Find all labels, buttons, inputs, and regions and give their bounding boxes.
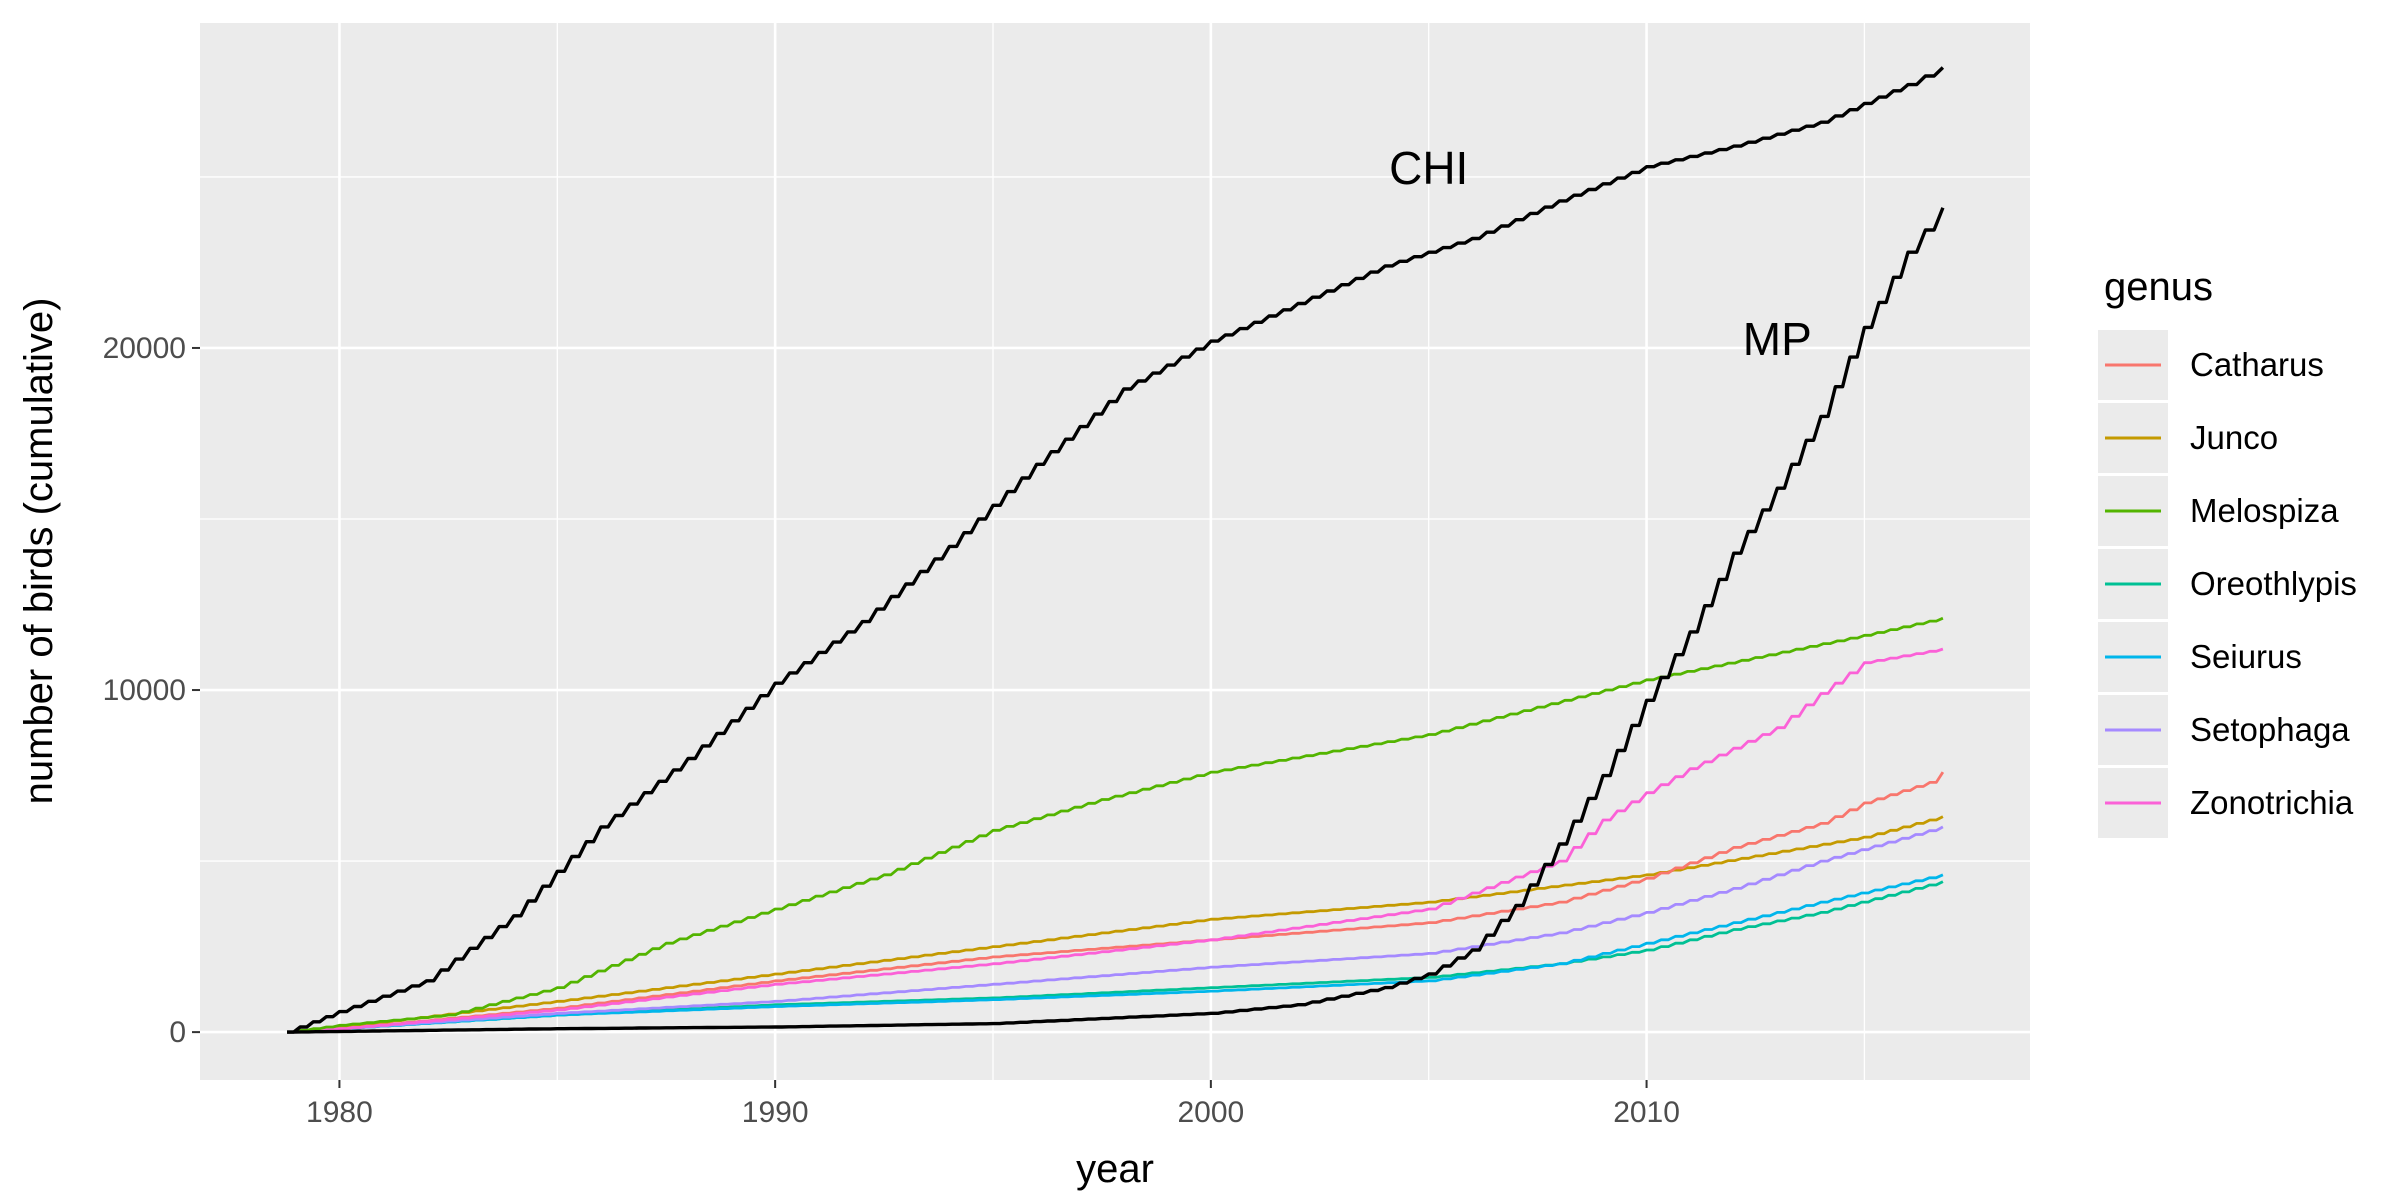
- series-line-catharus: [287, 771, 1945, 1034]
- legend-label-seiurus: Seiurus: [2190, 638, 2302, 675]
- series-layer: [287, 66, 1945, 1034]
- series-line-zonotrichia: [287, 647, 1944, 1034]
- legend-label-junco: Junco: [2190, 419, 2278, 456]
- legend-label-setophaga: Setophaga: [2190, 711, 2350, 748]
- y-tick-label: 10000: [103, 674, 186, 707]
- series-line-seiurus: [287, 873, 1944, 1034]
- series-line-mp: [287, 207, 1945, 1034]
- legend-label-melospiza: Melospiza: [2190, 492, 2339, 529]
- legend-label-catharus: Catharus: [2190, 346, 2324, 383]
- grid-major: [200, 23, 2030, 1080]
- annotation-chi: CHI: [1389, 142, 1468, 194]
- y-tick-label: 20000: [103, 332, 186, 365]
- grid-minor: [200, 23, 2030, 1080]
- legend: genus Catharus Junco Melospiza Oreothlypis S…: [2098, 265, 2357, 838]
- x-axis-title: year: [1076, 1147, 1154, 1191]
- legend-label-zonotrichia: Zonotrichia: [2190, 784, 2354, 821]
- axis-layer: 1980 1990 2000 2010 0 10000 20000: [103, 332, 1680, 1129]
- annotation-mp: MP: [1743, 313, 1812, 365]
- y-tick-label: 0: [169, 1016, 186, 1049]
- series-line-setophaga: [287, 825, 1944, 1034]
- series-line-chi: [287, 66, 1945, 1034]
- x-tick-label: 2000: [1177, 1096, 1244, 1129]
- x-tick-label: 1980: [306, 1096, 373, 1129]
- x-tick-label: 1990: [742, 1096, 809, 1129]
- x-tick-label: 2010: [1613, 1096, 1680, 1129]
- legend-title: genus: [2104, 265, 2213, 309]
- annotation-layer: CHI MP: [1389, 142, 1812, 365]
- y-axis-title: number of birds (cumulative): [17, 298, 61, 805]
- plot-panel: [200, 23, 2030, 1080]
- legend-label-oreothlypis: Oreothlypis: [2190, 565, 2357, 602]
